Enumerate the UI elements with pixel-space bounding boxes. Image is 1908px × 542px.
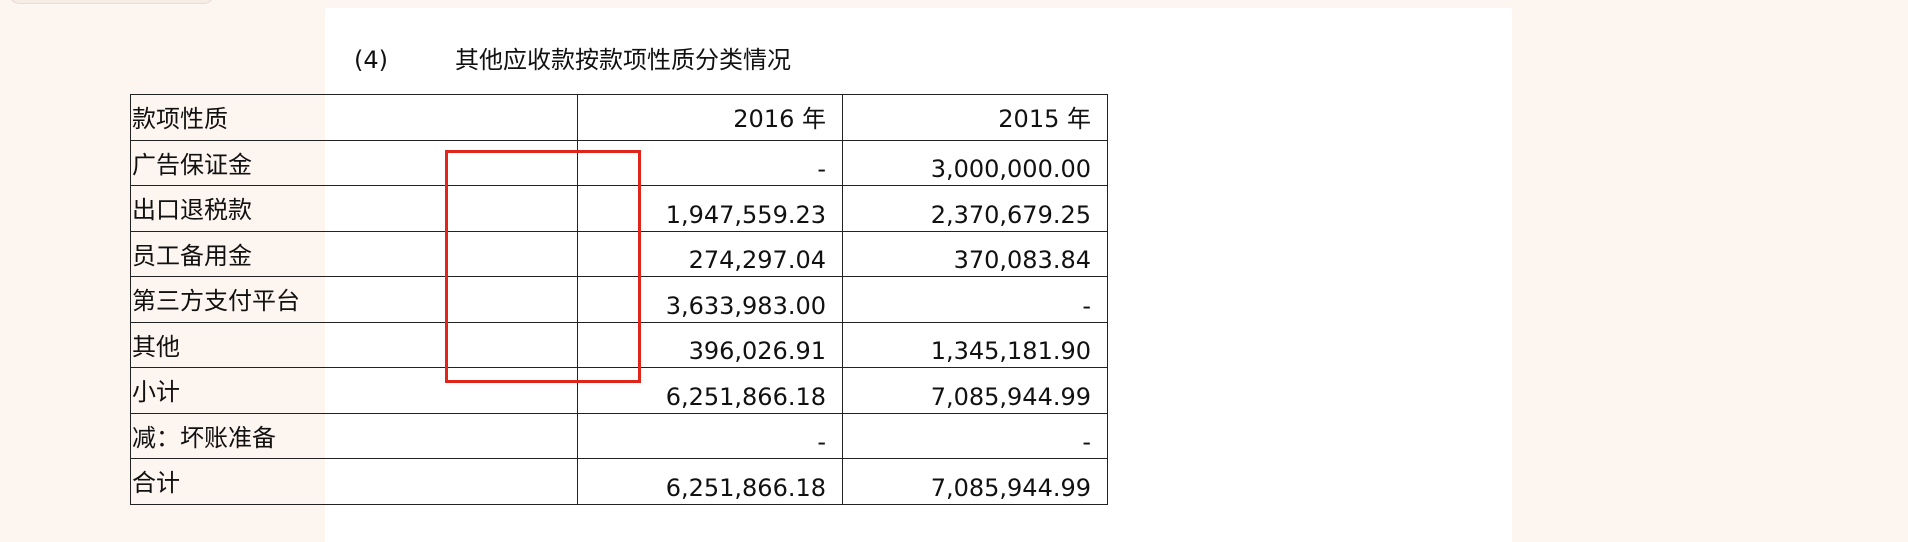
table-row: 第三方支付平台 3,633,983.00 - <box>130 276 1108 323</box>
row-value-2015: - <box>842 276 1108 323</box>
row-label: 减：坏账准备 <box>130 412 578 459</box>
row-value-2015: - <box>842 412 1108 459</box>
row-label: 小计 <box>130 367 578 414</box>
row-value-2015: 370,083.84 <box>842 230 1108 277</box>
row-value-2015: 1,345,181.90 <box>842 321 1108 368</box>
row-value-2016: 1,947,559.23 <box>577 185 843 232</box>
row-value-2015: 7,085,944.99 <box>842 458 1108 505</box>
table-row: 出口退税款 1,947,559.23 2,370,679.25 <box>130 185 1108 232</box>
section-number: (4) <box>354 46 388 74</box>
row-value-2016: - <box>577 412 843 459</box>
table-row-total: 合计 6,251,866.18 7,085,944.99 <box>130 458 1108 505</box>
row-value-2015: 3,000,000.00 <box>842 139 1108 186</box>
table-row: 员工备用金 274,297.04 370,083.84 <box>130 230 1108 277</box>
row-label: 员工备用金 <box>130 230 578 277</box>
table-row-bad-debt: 减：坏账准备 - - <box>130 412 1108 459</box>
row-value-2016: 3,633,983.00 <box>577 276 843 323</box>
header-category: 款项性质 <box>130 94 578 141</box>
section-title: 其他应收款按款项性质分类情况 <box>455 46 791 74</box>
row-value-2016: 274,297.04 <box>577 230 843 277</box>
row-value-2016: 396,026.91 <box>577 321 843 368</box>
row-label: 合计 <box>130 458 578 505</box>
row-value-2016: 6,251,866.18 <box>577 367 843 414</box>
top-tab[interactable] <box>8 0 215 4</box>
table-row: 广告保证金 - 3,000,000.00 <box>130 139 1108 186</box>
row-label: 第三方支付平台 <box>130 276 578 323</box>
table-header-row: 款项性质 2016 年 2015 年 <box>130 94 1108 141</box>
header-2016: 2016 年 <box>577 94 843 141</box>
row-value-2016: 6,251,866.18 <box>577 458 843 505</box>
row-label: 出口退税款 <box>130 185 578 232</box>
row-value-2016: - <box>577 139 843 186</box>
row-label: 广告保证金 <box>130 139 578 186</box>
row-value-2015: 7,085,944.99 <box>842 367 1108 414</box>
header-2015: 2015 年 <box>842 94 1108 141</box>
table-row: 其他 396,026.91 1,345,181.90 <box>130 321 1108 368</box>
table-row-subtotal: 小计 6,251,866.18 7,085,944.99 <box>130 367 1108 414</box>
category-table: 款项性质 2016 年 2015 年 广告保证金 - 3,000,000.00 … <box>130 94 1108 505</box>
section-heading: (4) 其他应收款按款项性质分类情况 <box>354 40 791 75</box>
row-value-2015: 2,370,679.25 <box>842 185 1108 232</box>
row-label: 其他 <box>130 321 578 368</box>
